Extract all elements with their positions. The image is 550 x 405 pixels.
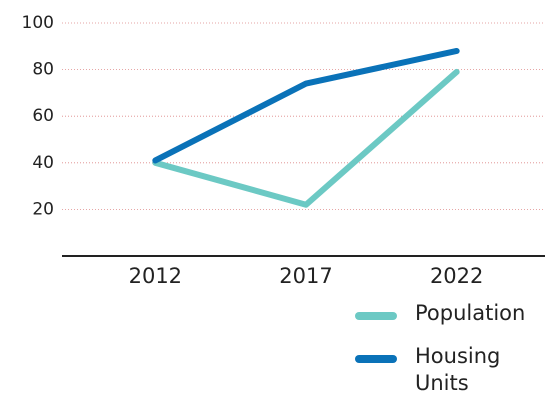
y-tick-label: 80 <box>32 60 54 80</box>
y-tick-label: 100 <box>22 13 54 33</box>
x-tick-label: 2017 <box>279 264 332 288</box>
series-line <box>152 47 460 164</box>
legend-swatch <box>355 355 397 363</box>
series-line <box>152 68 460 208</box>
plot: 20 40 60 80 100 2012 2017 2022 <box>22 13 545 288</box>
legend-label: Population <box>415 301 526 325</box>
y-tick-label: 60 <box>32 106 54 126</box>
legend: Population Housing Units <box>355 300 545 405</box>
legend-item: Housing Units <box>355 343 545 397</box>
y-tick-label: 20 <box>32 199 54 219</box>
x-tick-label: 2022 <box>430 264 483 288</box>
legend-label: Housing Units <box>415 344 501 395</box>
legend-swatch <box>355 312 397 320</box>
legend-item: Population <box>355 300 545 327</box>
y-tick-label: 40 <box>32 153 54 173</box>
x-tick-label: 2012 <box>129 264 182 288</box>
